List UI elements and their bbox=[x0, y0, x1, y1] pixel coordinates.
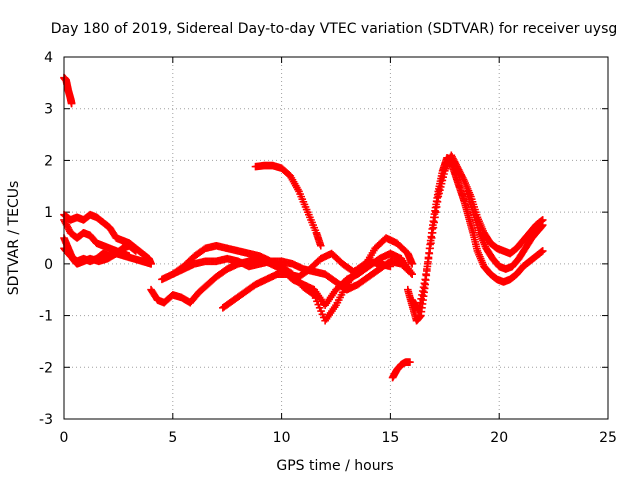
grid-lines bbox=[64, 57, 608, 419]
data-point bbox=[418, 287, 427, 295]
data-point bbox=[406, 358, 414, 366]
y-tick-label: 0 bbox=[44, 257, 53, 273]
x-axis-label: GPS time / hours bbox=[276, 458, 393, 474]
data-point bbox=[430, 218, 438, 227]
data-point bbox=[433, 198, 442, 206]
series-t2 bbox=[60, 210, 155, 268]
x-tick-label: 10 bbox=[273, 430, 291, 446]
data-point bbox=[408, 270, 416, 278]
chart-title: Day 180 of 2019, Sidereal Day-to-day VTE… bbox=[51, 21, 618, 37]
data-point bbox=[429, 223, 438, 232]
data-point bbox=[424, 254, 433, 263]
y-tick-label: 2 bbox=[44, 153, 53, 169]
data-point bbox=[435, 189, 443, 198]
data-point bbox=[440, 170, 448, 178]
data-point bbox=[408, 260, 416, 268]
data-point bbox=[132, 247, 140, 255]
y-axis-label: SDTVAR / TECUs bbox=[6, 181, 22, 296]
y-tick-label: 4 bbox=[44, 50, 53, 66]
data-point bbox=[432, 203, 441, 211]
y-tick-label: 3 bbox=[44, 102, 53, 118]
x-tick-label: 20 bbox=[490, 430, 508, 446]
plot-frame bbox=[63, 56, 609, 420]
data-point bbox=[431, 213, 439, 222]
data-point bbox=[421, 275, 430, 284]
series-t5 bbox=[60, 234, 155, 268]
data-point bbox=[316, 241, 325, 250]
data-point bbox=[423, 260, 432, 268]
data-point bbox=[538, 247, 547, 255]
y-tick-label: 1 bbox=[44, 205, 53, 221]
data-point bbox=[147, 260, 155, 268]
series-t10 bbox=[251, 161, 325, 250]
data-point bbox=[538, 221, 547, 229]
data-point bbox=[437, 179, 446, 188]
data-point bbox=[67, 99, 76, 108]
data-point bbox=[432, 208, 440, 216]
x-tick-label: 0 bbox=[60, 430, 69, 446]
data-points bbox=[60, 73, 547, 382]
data-point bbox=[438, 176, 447, 185]
data-point bbox=[434, 192, 443, 201]
series-t1 bbox=[60, 73, 76, 108]
data-point bbox=[425, 249, 434, 258]
data-point bbox=[418, 291, 426, 299]
x-tick-label: 5 bbox=[168, 430, 177, 446]
series-t14 bbox=[462, 187, 547, 273]
data-point bbox=[436, 186, 444, 194]
y-tick-label: -3 bbox=[39, 412, 53, 428]
y-tick-label: -2 bbox=[39, 360, 53, 376]
series-t9 bbox=[219, 234, 416, 312]
data-point bbox=[426, 244, 434, 253]
data-point bbox=[416, 298, 425, 307]
data-point bbox=[428, 229, 437, 237]
data-point bbox=[420, 279, 429, 288]
tick-labels: 0 5 10 15 20 25 -3 -2 -1 0 1 2 3 4 bbox=[39, 50, 617, 446]
x-tick-label: 15 bbox=[381, 430, 399, 446]
data-point bbox=[415, 302, 424, 311]
y-tick-label: -1 bbox=[39, 309, 53, 325]
data-point bbox=[439, 173, 447, 182]
data-point bbox=[427, 234, 436, 242]
data-point bbox=[423, 265, 431, 273]
data-point bbox=[422, 270, 430, 278]
data-point bbox=[417, 294, 425, 303]
x-tick-label: 25 bbox=[599, 430, 617, 446]
series-t11 bbox=[388, 358, 414, 382]
data-point bbox=[419, 283, 428, 291]
data-point bbox=[414, 306, 423, 315]
data-point bbox=[427, 239, 435, 247]
data-point bbox=[436, 183, 445, 191]
